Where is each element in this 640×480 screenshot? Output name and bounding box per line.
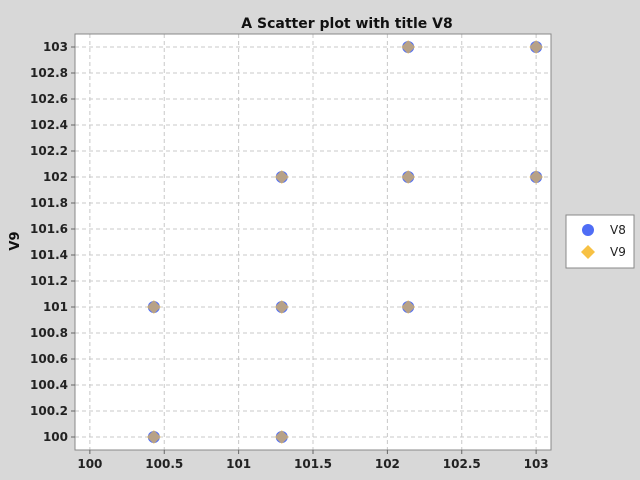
y-tick-label: 102.8 — [30, 66, 68, 80]
v9-point — [401, 40, 416, 54]
y-tick-label: 100 — [43, 430, 68, 444]
v9-point — [146, 430, 161, 444]
y-tick-label: 101.4 — [30, 248, 68, 262]
legend-box — [565, 214, 635, 269]
v9-point — [529, 40, 544, 54]
y-tick-label: 100.4 — [30, 378, 68, 392]
legend-label-v8: V8 — [610, 223, 626, 237]
y-tick-label: 100.2 — [30, 404, 68, 418]
axes: 100 100.5 101 101.5 102 102.5 103 100 100.2 100.4… — [30, 40, 549, 471]
x-tick-label: 103 — [524, 457, 549, 471]
y-tick-label: 102 — [43, 170, 68, 184]
x-tick-label: 100.5 — [145, 457, 183, 471]
y-tick-label: 101.8 — [30, 196, 68, 210]
y-tick-label: 102.4 — [30, 118, 68, 132]
y-tick-label: 103 — [43, 40, 68, 54]
x-tick-label: 102.5 — [443, 457, 481, 471]
x-tick-label: 102 — [375, 457, 400, 471]
y-tick-label: 102.6 — [30, 92, 68, 106]
chart-title: A Scatter plot with title V8 — [241, 16, 452, 32]
v9-point — [401, 170, 416, 184]
legend-label-v9: V9 — [610, 245, 626, 259]
series-v9 — [146, 40, 544, 444]
y-tick-label: 102.2 — [30, 144, 68, 158]
legend-marker-v8 — [582, 224, 594, 236]
x-tick-label: 101.5 — [294, 457, 332, 471]
v9-point — [274, 430, 289, 444]
legend: V8 V9 — [565, 214, 635, 269]
v9-point — [274, 170, 289, 184]
legend-marker-v9 — [581, 245, 595, 259]
x-tick-label: 100 — [77, 457, 102, 471]
x-tick-label: 101 — [226, 457, 251, 471]
v9-point — [274, 300, 289, 314]
y-axis-label: V9 — [8, 231, 23, 250]
y-tick-label: 101 — [43, 300, 68, 314]
v9-point — [146, 300, 161, 314]
y-tick-label: 100.8 — [30, 326, 68, 340]
data-points — [146, 40, 544, 444]
v9-point — [529, 170, 544, 184]
y-tick-label: 101.6 — [30, 222, 68, 236]
y-tick-label: 100.6 — [30, 352, 68, 366]
v9-point — [401, 300, 416, 314]
y-tick-label: 101.2 — [30, 274, 68, 288]
